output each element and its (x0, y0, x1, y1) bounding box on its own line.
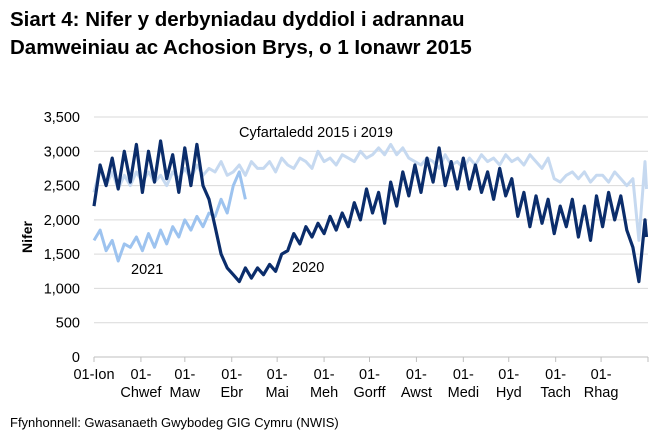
series-line-2020 (92, 139, 649, 284)
y-tick-label: 500 (56, 316, 80, 332)
x-tick-label: 01- (130, 367, 151, 383)
x-tick-label-month: Awst (401, 385, 432, 401)
series-label-2021: 2021 (131, 262, 163, 278)
x-tick-label-month: Chwef (120, 385, 162, 401)
x-tick-label-month: Ebr (220, 385, 243, 401)
x-tick-label: 01- (498, 367, 519, 383)
x-tick-label-month: Medi (448, 385, 479, 401)
x-tick-label-month: Rhag (584, 385, 619, 401)
x-tick-label-month: Hyd (496, 385, 522, 401)
y-tick-label: 3,000 (44, 144, 80, 160)
x-tick-label: 01- (545, 367, 566, 383)
y-tick-label: 0 (72, 350, 80, 366)
x-tick-label-month: Gorff (354, 385, 387, 401)
x-tick-label: 01- (359, 367, 380, 383)
x-tick-label-month: Meh (310, 385, 338, 401)
x-tick-label: 01- (406, 367, 427, 383)
y-tick-label: 1,000 (44, 281, 80, 297)
x-tick-label: 01-Ion (73, 367, 114, 383)
y-tick-label: 2,500 (44, 179, 80, 195)
x-tick-label: 01- (267, 367, 288, 383)
x-tick-label-month: Maw (170, 385, 201, 401)
chart-title-line-1: Siart 4: Nifer y derbyniadau dyddiol i a… (10, 8, 465, 31)
x-tick-label: 01- (591, 367, 612, 383)
series-label-average: Cyfartaledd 2015 i 2019 (239, 125, 393, 141)
source-note: Ffynhonnell: Gwasanaeth Gwybodeg GIG Cym… (10, 415, 339, 430)
series-line-2021 (92, 170, 247, 263)
y-tick-label: 2,000 (44, 213, 80, 229)
x-tick-label: 01- (314, 367, 335, 383)
x-tick-label: 01- (174, 367, 195, 383)
x-tick-label-month: Mai (265, 385, 288, 401)
series-label-2020: 2020 (292, 260, 324, 276)
y-axis-label: Nifer (19, 221, 35, 253)
x-tick-label: 01- (453, 367, 474, 383)
x-tick-label-month: Tach (540, 385, 571, 401)
x-tick-label: 01- (221, 367, 242, 383)
y-tick-label: 1,500 (44, 247, 80, 263)
series-line-cyfartaledd-2015-i-2019 (92, 142, 648, 242)
y-tick-label: 3,500 (44, 110, 80, 126)
chart-title-line-2: Damweiniau ac Achosion Brys, o 1 Ionawr … (10, 36, 472, 59)
chart-title: Siart 4: Nifer y derbyniadau dyddiol i a… (10, 6, 472, 62)
